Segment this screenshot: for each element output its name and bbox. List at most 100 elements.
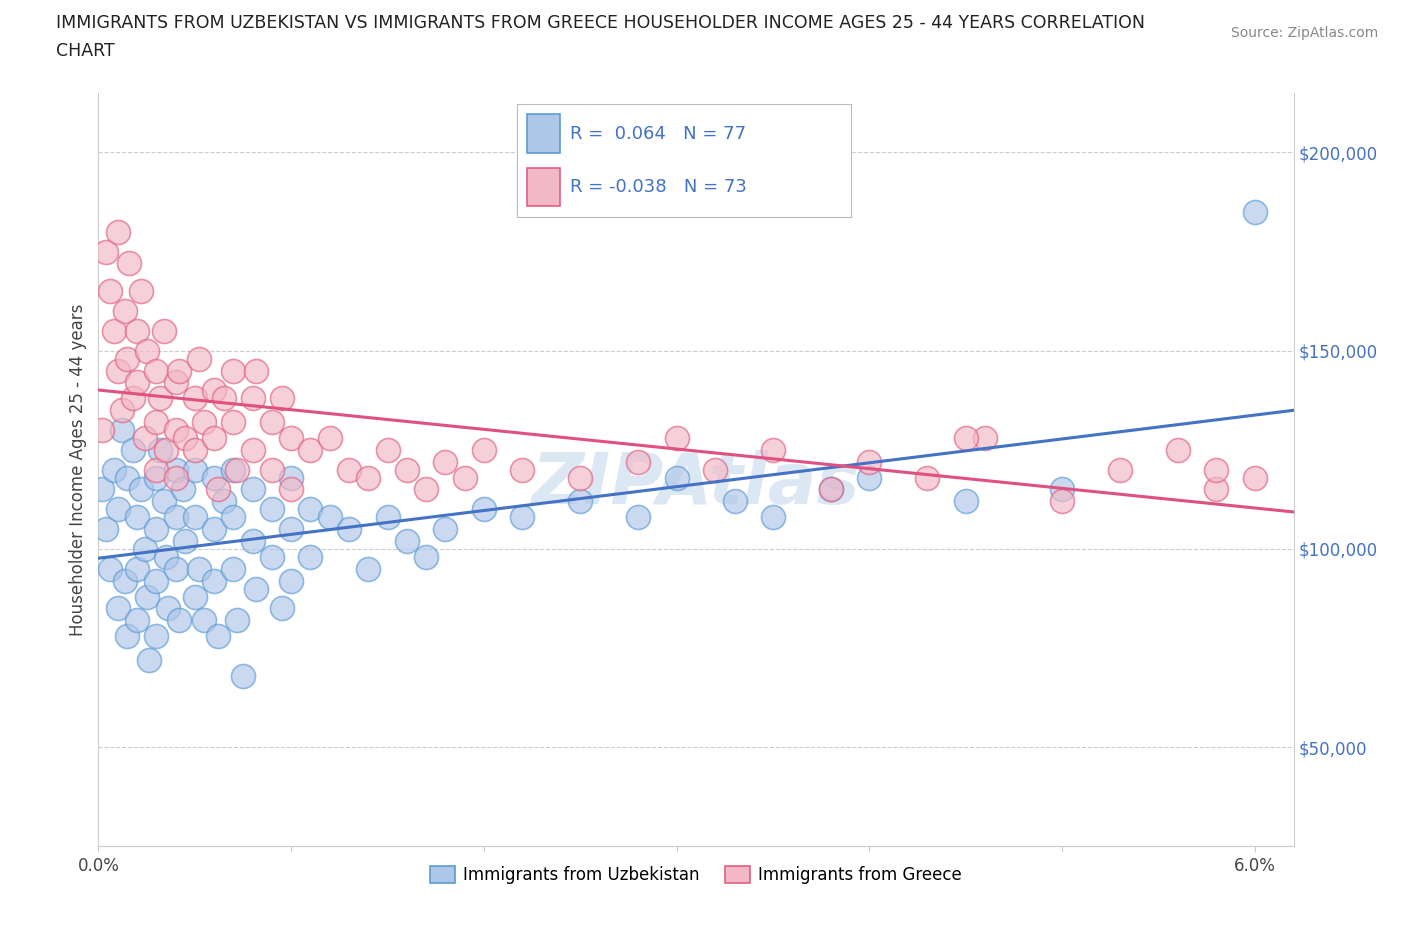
Text: CHART: CHART [56, 42, 115, 60]
Point [627, 510, 650, 525]
Point [145, 522, 167, 537]
Point [145, 462, 167, 477]
Point [125, 324, 148, 339]
Point [149, 443, 172, 458]
Point [118, 256, 141, 271]
Point [117, 352, 139, 366]
Point [110, 403, 132, 418]
Point [222, 462, 245, 477]
Point [134, 541, 156, 556]
Point [165, 510, 187, 525]
Point [512, 462, 534, 477]
Point [202, 431, 225, 445]
Point [1050, 482, 1073, 497]
Point [91, 482, 114, 497]
Point [184, 443, 207, 458]
Point [434, 454, 457, 469]
Point [207, 629, 229, 644]
Point [337, 462, 360, 477]
Point [245, 581, 267, 596]
Point [202, 383, 225, 398]
Point [153, 494, 176, 509]
Point [280, 573, 302, 588]
Point [174, 534, 197, 549]
Point [415, 550, 437, 565]
Point [212, 391, 235, 405]
Point [472, 502, 495, 517]
Point [858, 454, 880, 469]
Point [202, 471, 225, 485]
Point [280, 522, 302, 537]
Point [569, 494, 592, 509]
Point [145, 629, 167, 644]
Point [202, 522, 225, 537]
Point [117, 471, 139, 485]
Point [1244, 471, 1267, 485]
Point [1050, 494, 1073, 509]
Point [156, 601, 179, 616]
Point [174, 431, 197, 445]
Point [107, 502, 129, 517]
Point [226, 613, 249, 628]
Point [820, 482, 842, 497]
Point [122, 391, 145, 405]
Point [94, 245, 117, 259]
Point [723, 494, 745, 509]
Legend: Immigrants from Uzbekistan, Immigrants from Greece: Immigrants from Uzbekistan, Immigrants f… [423, 859, 969, 891]
Point [145, 415, 167, 430]
Point [103, 324, 125, 339]
Point [184, 391, 207, 405]
Point [107, 363, 129, 378]
Point [193, 613, 215, 628]
Point [91, 422, 114, 437]
Point [299, 502, 322, 517]
Point [820, 482, 842, 497]
Point [512, 510, 534, 525]
Point [569, 471, 592, 485]
Point [319, 510, 342, 525]
Point [129, 482, 152, 497]
Point [184, 510, 207, 525]
Point [125, 375, 148, 390]
Point [169, 363, 191, 378]
Point [222, 363, 245, 378]
Point [114, 303, 136, 318]
Point [917, 471, 939, 485]
Y-axis label: Householder Income Ages 25 - 44 years: Householder Income Ages 25 - 44 years [69, 303, 87, 636]
Point [114, 573, 136, 588]
Point [665, 471, 688, 485]
Point [242, 391, 264, 405]
Point [134, 431, 156, 445]
Point [1205, 482, 1227, 497]
Point [1167, 443, 1189, 458]
Point [222, 415, 245, 430]
Text: IMMIGRANTS FROM UZBEKISTAN VS IMMIGRANTS FROM GREECE HOUSEHOLDER INCOME AGES 25 : IMMIGRANTS FROM UZBEKISTAN VS IMMIGRANTS… [56, 14, 1146, 32]
Point [202, 573, 225, 588]
Point [207, 482, 229, 497]
Point [955, 431, 977, 445]
Point [135, 589, 157, 604]
Point [1205, 462, 1227, 477]
Point [94, 522, 117, 537]
Point [627, 454, 650, 469]
Point [107, 601, 129, 616]
Point [260, 415, 283, 430]
Point [270, 391, 292, 405]
Point [242, 534, 264, 549]
Point [299, 550, 322, 565]
Point [955, 494, 977, 509]
Point [858, 471, 880, 485]
Point [187, 562, 209, 577]
Point [125, 510, 148, 525]
Point [1109, 462, 1132, 477]
Point [226, 462, 249, 477]
Point [319, 431, 342, 445]
Point [270, 601, 292, 616]
Point [704, 462, 727, 477]
Point [125, 613, 148, 628]
Point [337, 522, 360, 537]
Point [222, 510, 245, 525]
Point [103, 462, 125, 477]
Point [145, 363, 167, 378]
Point [187, 352, 209, 366]
